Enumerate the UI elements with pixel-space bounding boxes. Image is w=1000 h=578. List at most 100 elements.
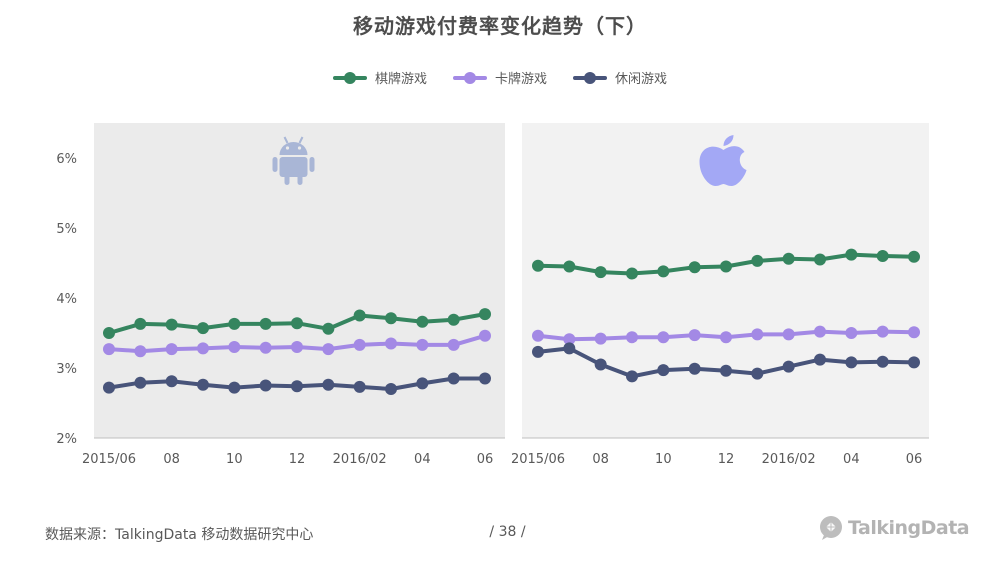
- data-point: [657, 331, 670, 344]
- data-point: [657, 364, 670, 377]
- data-point: [228, 341, 241, 353]
- x-tick-label: 2016/02: [762, 452, 816, 467]
- data-point: [416, 315, 429, 328]
- data-point: [845, 248, 858, 261]
- data-point: [259, 317, 272, 330]
- page-number: / 38 /: [489, 524, 526, 540]
- data-point: [259, 379, 272, 392]
- data-point: [814, 325, 826, 338]
- data-point: [134, 317, 147, 330]
- data-point: [197, 342, 209, 355]
- y-tick-label: 2%: [56, 432, 77, 447]
- data-point: [563, 260, 576, 273]
- data-point: [908, 250, 920, 263]
- data-point: [594, 358, 607, 371]
- data-point: [385, 337, 397, 350]
- data-point: [228, 381, 241, 394]
- chart-title: 移动游戏付费率变化趋势（下）: [353, 14, 647, 38]
- data-point: [291, 380, 303, 393]
- data-point: [416, 377, 429, 390]
- data-point: [385, 383, 397, 395]
- x-tick-label: 12: [289, 452, 306, 467]
- legend-label-chess: 棋牌游戏: [374, 72, 427, 87]
- data-point: [782, 360, 795, 373]
- data-point: [353, 338, 366, 351]
- y-tick-label: 4%: [56, 292, 77, 307]
- data-point: [416, 338, 429, 351]
- x-tick-label: 10: [655, 452, 672, 467]
- legend-item-card[interactable]: 卡牌游戏: [452, 68, 547, 87]
- data-point: [626, 331, 638, 344]
- data-point: [447, 338, 460, 351]
- legend-item-casual[interactable]: 休闲游戏: [573, 68, 667, 87]
- apple-icon: [699, 135, 747, 186]
- x-tick-label: 08: [163, 452, 180, 467]
- data-point: [594, 332, 607, 345]
- data-point: [322, 343, 335, 356]
- talkingdata-logo: TalkingData: [818, 515, 970, 541]
- data-point: [594, 266, 607, 279]
- data-point: [134, 345, 147, 358]
- data-point: [657, 265, 670, 278]
- logo-text: TalkingData: [848, 517, 970, 539]
- legend-label-casual: 休闲游戏: [615, 72, 668, 87]
- data-point: [626, 370, 638, 383]
- y-tick-label: 3%: [56, 362, 77, 377]
- data-point: [688, 329, 701, 342]
- data-point: [322, 378, 335, 391]
- legend: 棋牌游戏 卡牌游戏 休闲游戏: [0, 68, 1000, 87]
- x-tick-label: 06: [477, 452, 494, 467]
- x-tick-label: 2015/06: [82, 452, 136, 467]
- data-point: [291, 341, 303, 353]
- legend-swatch-casual: [573, 71, 607, 84]
- y-tick-label: 6%: [56, 152, 77, 167]
- talkingdata-logo-icon: [820, 516, 842, 540]
- data-point: [814, 253, 826, 266]
- x-tick-label: 10: [226, 452, 243, 467]
- legend-swatch-card: [452, 71, 487, 84]
- data-point: [532, 329, 544, 342]
- data-point: [782, 252, 795, 265]
- data-point: [626, 267, 638, 280]
- data-point: [103, 343, 115, 356]
- data-point: [688, 362, 701, 375]
- data-point: [447, 313, 460, 326]
- data-point: [782, 328, 795, 341]
- data-point: [165, 375, 178, 388]
- data-point: [103, 381, 115, 394]
- data-point: [479, 329, 491, 342]
- data-point: [353, 380, 366, 393]
- data-point: [165, 318, 178, 331]
- x-tick-label: 2015/06: [511, 452, 565, 467]
- data-point: [563, 342, 576, 355]
- data-point: [720, 364, 732, 377]
- legend-item-chess[interactable]: 棋牌游戏: [332, 68, 427, 87]
- data-point: [447, 372, 460, 385]
- data-point: [134, 376, 147, 389]
- x-tick-label: 04: [414, 452, 431, 467]
- data-point: [353, 309, 366, 322]
- data-point: [165, 343, 178, 356]
- x-tick-label: 06: [906, 452, 923, 467]
- legend-label-card: 卡牌游戏: [494, 72, 547, 87]
- footer-source: 数据来源：TalkingData 移动数据研究中心: [45, 527, 314, 543]
- data-point: [751, 254, 764, 267]
- legend-swatch-chess: [332, 71, 367, 84]
- data-point: [197, 322, 209, 335]
- data-point: [322, 322, 335, 335]
- data-point: [563, 333, 576, 346]
- data-point: [532, 345, 544, 358]
- data-point: [479, 372, 491, 385]
- data-point: [876, 355, 889, 368]
- data-point: [845, 356, 858, 369]
- x-tick-label: 04: [843, 452, 860, 467]
- data-point: [720, 331, 732, 344]
- data-point: [228, 317, 241, 330]
- x-tick-label: 2016/02: [333, 452, 387, 467]
- data-point: [751, 367, 764, 380]
- data-point: [291, 317, 303, 330]
- data-point: [532, 259, 544, 272]
- data-point: [385, 312, 397, 325]
- data-point: [876, 250, 889, 262]
